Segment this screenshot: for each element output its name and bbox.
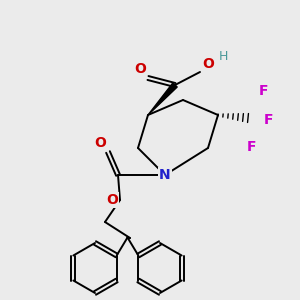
Text: F: F: [259, 84, 268, 98]
Text: F: F: [247, 140, 256, 154]
Text: N: N: [159, 168, 171, 182]
Text: O: O: [94, 136, 106, 150]
Text: O: O: [134, 62, 146, 76]
Text: O: O: [202, 57, 214, 71]
Polygon shape: [148, 83, 177, 115]
Text: H: H: [219, 50, 228, 63]
Text: O: O: [106, 193, 118, 207]
Text: F: F: [264, 113, 274, 127]
